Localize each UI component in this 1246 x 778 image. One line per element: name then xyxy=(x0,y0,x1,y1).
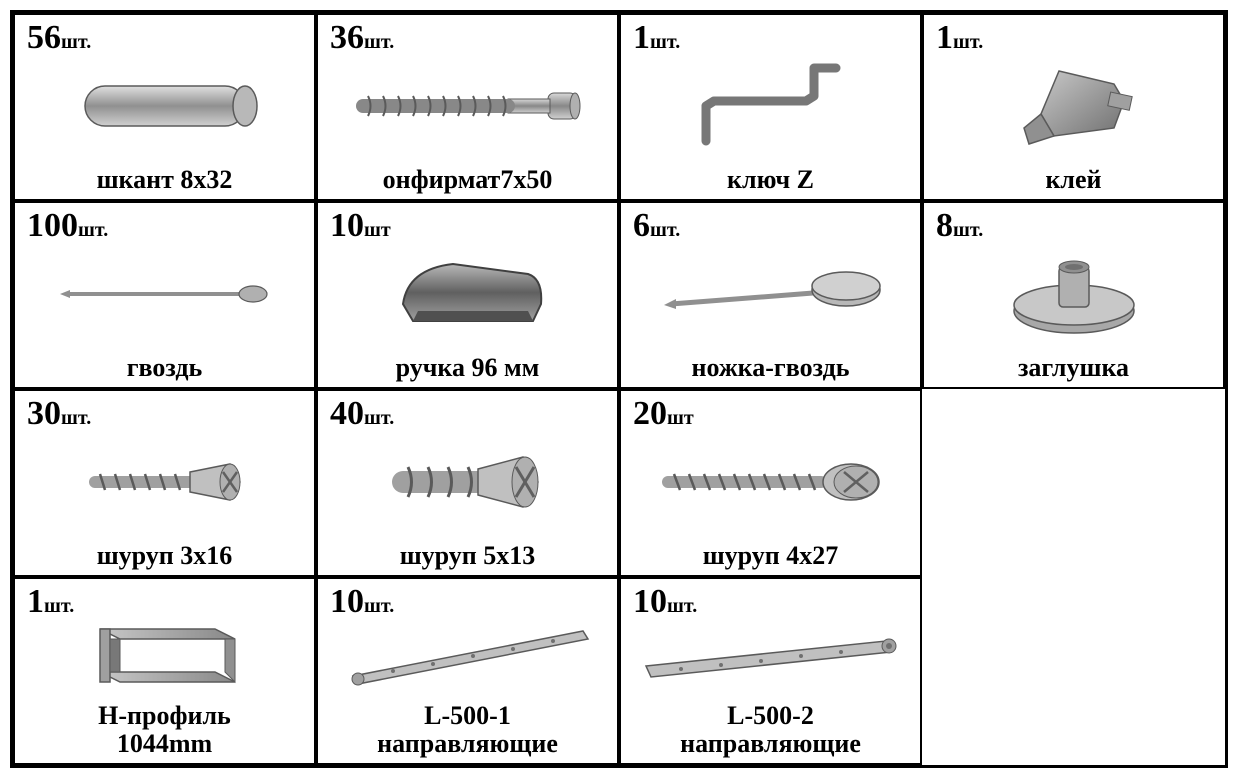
qty: 100шт. xyxy=(27,207,108,245)
label: шуруп 3х16 xyxy=(15,542,314,569)
qty: 1шт. xyxy=(633,19,680,57)
cell-empty-r3c3 xyxy=(922,577,1225,765)
label: шкант 8х32 xyxy=(15,166,314,193)
label: шуруп 5х13 xyxy=(318,542,617,569)
cell-empty-r2c3 xyxy=(922,389,1225,577)
label: L-500-2 направляющие xyxy=(621,702,920,757)
cell-zkey: 1шт. ключ Z xyxy=(619,13,922,201)
qty: 10шт xyxy=(330,207,391,245)
handle-icon xyxy=(318,241,617,347)
confirmat-icon xyxy=(318,53,617,159)
cell-dowel: 56шт. шкант 8х32 xyxy=(13,13,316,201)
qty: 20шт xyxy=(633,395,694,433)
cell-rail1: 10шт. L-500-1 направляющие xyxy=(316,577,619,765)
cell-plug: 8шт. заглушка xyxy=(922,201,1225,389)
cell-handle: 10шт ручка 96 мм xyxy=(316,201,619,389)
cell-nail: 100шт. гвоздь xyxy=(13,201,316,389)
screw-long-icon xyxy=(621,429,920,535)
qty: 30шт. xyxy=(27,395,91,433)
cell-rail2: 10шт. L-500-2 направляющие xyxy=(619,577,922,765)
qty: 36шт. xyxy=(330,19,394,57)
plug-icon xyxy=(924,241,1223,347)
nail-icon xyxy=(15,241,314,347)
glue-icon xyxy=(924,53,1223,159)
parts-inventory-grid: 56шт. шкант 8х32 36шт. xyxy=(10,10,1228,768)
cell-screw-3x16: 30шт. шуруп 3х16 xyxy=(13,389,316,577)
cell-confirmat: 36шт. онфирмат7х50 xyxy=(316,13,619,201)
qty: 8шт. xyxy=(936,207,983,245)
label: клей xyxy=(924,166,1223,193)
dowel-icon xyxy=(15,53,314,159)
label: онфирмат7х50 xyxy=(318,166,617,193)
qty: 40шт. xyxy=(330,395,394,433)
label: ключ Z xyxy=(621,166,920,193)
cell-screw-4x27: 20шт шуруп 4х27 xyxy=(619,389,922,577)
label: L-500-1 направляющие xyxy=(318,702,617,757)
label: Н-профиль 1044mm xyxy=(15,702,314,757)
rail2-icon xyxy=(621,607,920,705)
label: шуруп 4х27 xyxy=(621,542,920,569)
cell-hprofile: 1шт. Н-профиль 1044mm xyxy=(13,577,316,765)
qty: 6шт. xyxy=(633,207,680,245)
rail1-icon xyxy=(318,607,617,705)
zkey-icon xyxy=(621,53,920,159)
label: заглушка xyxy=(924,354,1223,381)
label: ручка 96 мм xyxy=(318,354,617,381)
footnail-icon xyxy=(621,241,920,347)
qty: 1шт. xyxy=(936,19,983,57)
screw-small-icon xyxy=(15,429,314,535)
cell-glue: 1шт. клей xyxy=(922,13,1225,201)
cell-footnail: 6шт. ножка-гвоздь xyxy=(619,201,922,389)
screw-fat-icon xyxy=(318,429,617,535)
label: гвоздь xyxy=(15,354,314,381)
hprofile-icon xyxy=(15,609,314,705)
qty: 56шт. xyxy=(27,19,91,57)
label: ножка-гвоздь xyxy=(621,354,920,381)
cell-screw-5x13: 40шт. шуруп 5х13 xyxy=(316,389,619,577)
